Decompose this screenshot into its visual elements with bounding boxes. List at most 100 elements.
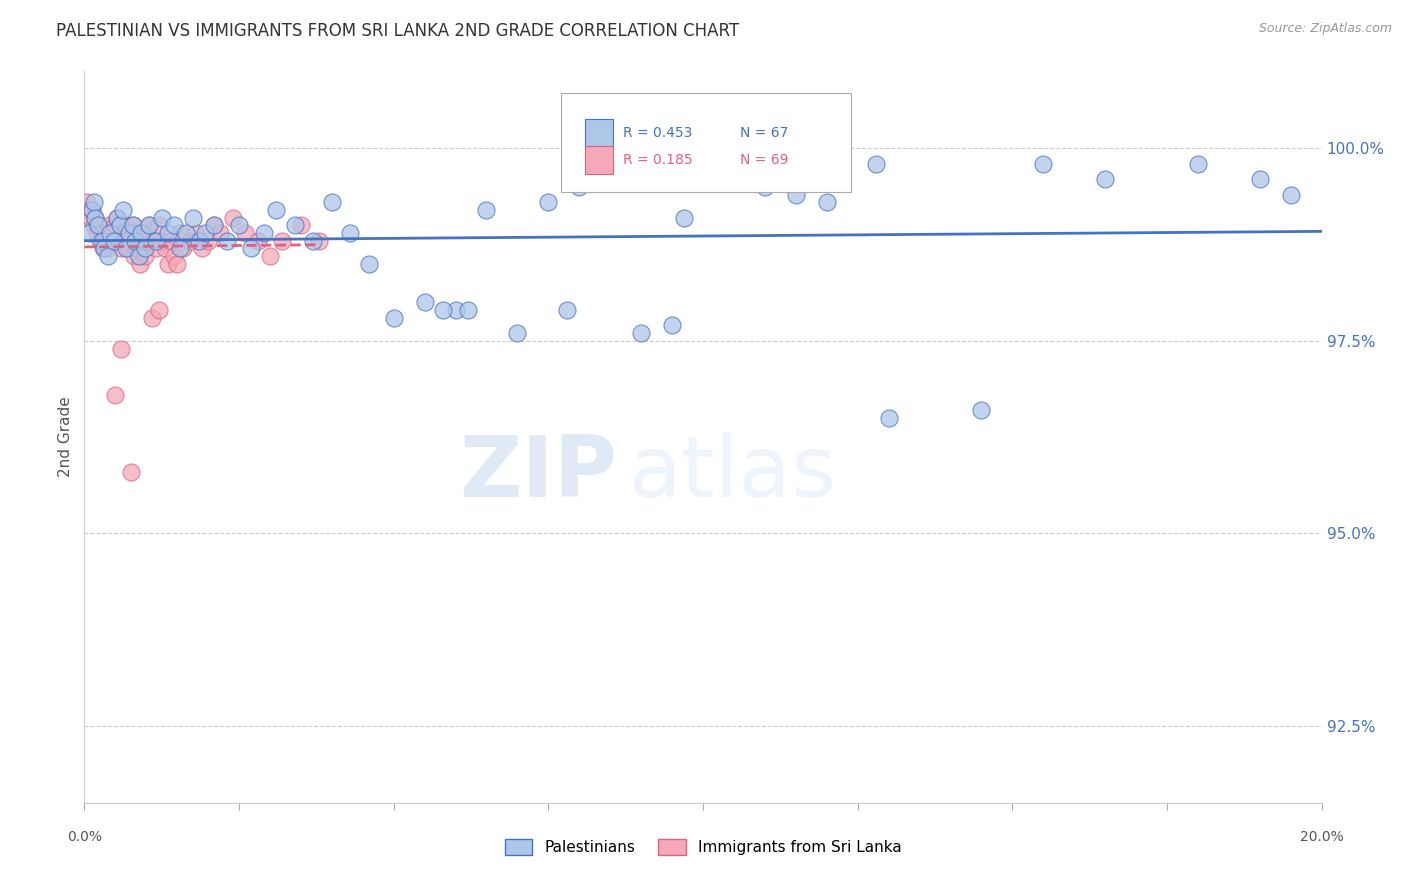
Point xyxy=(128,249,150,263)
Point xyxy=(124,234,146,248)
Point xyxy=(90,226,112,240)
Bar xyxy=(585,119,613,146)
Point xyxy=(215,234,238,248)
Point xyxy=(141,234,163,248)
Text: N = 67: N = 67 xyxy=(740,126,789,140)
FancyBboxPatch shape xyxy=(561,94,852,192)
Text: PALESTINIAN VS IMMIGRANTS FROM SRI LANKA 2ND GRADE CORRELATION CHART: PALESTINIAN VS IMMIGRANTS FROM SRI LANKA… xyxy=(56,22,740,40)
Point xyxy=(120,234,142,248)
Point xyxy=(114,234,136,248)
Point xyxy=(537,195,560,210)
Point xyxy=(89,234,111,248)
Point xyxy=(94,234,117,248)
Text: Source: ZipAtlas.com: Source: ZipAtlas.com xyxy=(1258,22,1392,36)
Point xyxy=(125,242,148,256)
Point xyxy=(97,242,120,256)
Point xyxy=(83,195,105,210)
Bar xyxy=(585,146,613,174)
Point xyxy=(599,164,621,178)
Point xyxy=(176,226,198,240)
Point xyxy=(191,242,214,256)
Point xyxy=(148,219,170,233)
Point xyxy=(1249,172,1271,186)
Point xyxy=(86,226,108,240)
Point xyxy=(754,179,776,194)
Point xyxy=(128,226,150,240)
Point xyxy=(169,226,191,240)
Point xyxy=(104,388,127,402)
Point xyxy=(107,234,129,248)
Point xyxy=(122,249,145,263)
Y-axis label: 2nd Grade: 2nd Grade xyxy=(58,397,73,477)
Point xyxy=(148,303,170,318)
Point xyxy=(98,219,121,233)
Point xyxy=(125,234,148,248)
Text: R = 0.453: R = 0.453 xyxy=(623,126,692,140)
Point xyxy=(135,234,157,248)
Point xyxy=(568,179,591,194)
Point xyxy=(101,226,124,240)
Point xyxy=(118,226,141,240)
Point xyxy=(110,242,132,256)
Point xyxy=(692,157,714,171)
Point xyxy=(110,219,132,233)
Point xyxy=(79,211,101,225)
Point xyxy=(815,195,838,210)
Point xyxy=(103,234,125,248)
Point xyxy=(877,410,900,425)
Point xyxy=(138,219,160,233)
Point xyxy=(156,257,179,271)
Point xyxy=(209,226,232,240)
Point xyxy=(444,303,467,318)
Point xyxy=(202,219,225,233)
Text: R = 0.185: R = 0.185 xyxy=(623,153,692,167)
Point xyxy=(228,219,250,233)
Point xyxy=(83,219,105,233)
Point xyxy=(1279,187,1302,202)
Point xyxy=(630,326,652,340)
Point xyxy=(222,211,245,225)
Point xyxy=(1094,172,1116,186)
Point xyxy=(432,303,454,318)
Point xyxy=(457,303,479,318)
Point xyxy=(94,226,117,240)
Point xyxy=(673,211,696,225)
Point xyxy=(129,257,152,271)
Point xyxy=(87,219,110,233)
Point xyxy=(90,234,112,248)
Point xyxy=(163,249,186,263)
Point xyxy=(240,242,263,256)
Point xyxy=(111,202,134,217)
Point xyxy=(271,234,294,248)
Point xyxy=(166,257,188,271)
Point xyxy=(290,219,312,233)
Point xyxy=(197,234,219,248)
Point xyxy=(246,234,269,248)
Point xyxy=(141,310,163,325)
Point xyxy=(156,226,179,240)
Point xyxy=(97,249,120,263)
Point xyxy=(339,226,361,240)
Point xyxy=(110,219,132,233)
Point xyxy=(150,211,173,225)
Point xyxy=(105,211,128,225)
Point xyxy=(117,242,139,256)
Point xyxy=(1032,157,1054,171)
Point xyxy=(110,342,132,356)
Text: ZIP: ZIP xyxy=(458,432,616,516)
Point xyxy=(138,219,160,233)
Point xyxy=(661,318,683,333)
Point xyxy=(785,187,807,202)
Text: 20.0%: 20.0% xyxy=(1299,830,1344,844)
Point xyxy=(202,219,225,233)
Point xyxy=(253,226,276,240)
Point xyxy=(129,226,152,240)
Point xyxy=(98,226,121,240)
Point xyxy=(121,219,143,233)
Point xyxy=(118,226,141,240)
Point xyxy=(413,295,436,310)
Point xyxy=(76,195,98,210)
Point xyxy=(120,465,142,479)
Point xyxy=(121,219,143,233)
Point xyxy=(865,157,887,171)
